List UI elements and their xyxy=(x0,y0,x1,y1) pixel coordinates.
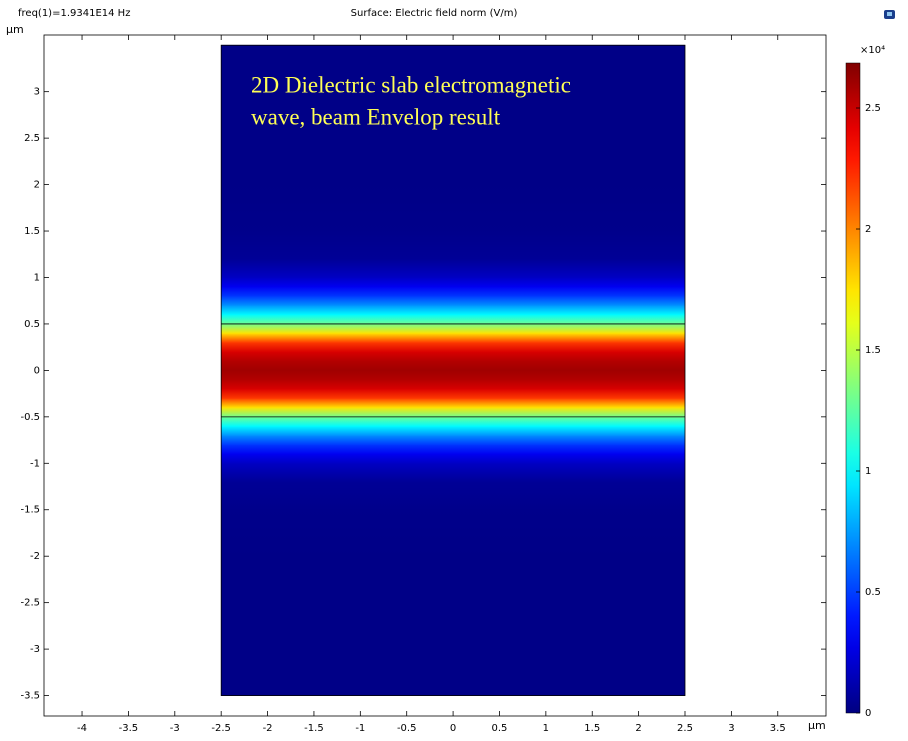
x-tick-label: 1.5 xyxy=(584,723,600,734)
field-strip xyxy=(221,351,685,362)
y-tick-label: -0.5 xyxy=(20,412,40,423)
colorbar-multiplier: ×10⁴ xyxy=(860,45,885,56)
x-tick-label: -3 xyxy=(170,723,180,734)
field-strip xyxy=(221,453,685,464)
toolbar-icon[interactable] xyxy=(884,10,895,19)
x-tick-label: 2.5 xyxy=(677,723,693,734)
chart-title: Surface: Electric field norm (V/m) xyxy=(351,8,518,19)
subtitle: freq(1)=1.9341E14 Hz xyxy=(18,8,130,19)
colorbar-tick-label: 2 xyxy=(865,224,871,235)
x-tick-label: -1.5 xyxy=(304,723,324,734)
y-tick-label: 2 xyxy=(34,180,40,191)
x-tick-label: -2.5 xyxy=(211,723,231,734)
field-strip xyxy=(221,332,685,343)
x-tick-label: 1 xyxy=(543,723,549,734)
colorbar-tick-label: 0 xyxy=(865,708,871,719)
field-strip xyxy=(221,305,685,315)
y-tick-label: -1 xyxy=(30,458,40,469)
field-strip xyxy=(221,342,685,353)
colorbar xyxy=(845,62,861,714)
y-tick-label: 0 xyxy=(34,365,40,376)
x-tick-label: 0 xyxy=(450,723,456,734)
field-strip xyxy=(221,435,685,446)
field-strip xyxy=(221,44,685,139)
y-tick-label: -2 xyxy=(30,551,40,562)
domain-boundary xyxy=(220,44,686,696)
y-tick-label: -3 xyxy=(30,644,40,655)
y-tick-label: 2.5 xyxy=(24,133,40,144)
field-strip xyxy=(221,277,685,288)
x-tick-label: -4 xyxy=(77,723,87,734)
field-strip xyxy=(221,388,685,399)
x-tick-label: 3 xyxy=(728,723,734,734)
x-axis-label: µm xyxy=(808,719,826,732)
field-strip xyxy=(221,286,685,297)
annotation: wave, beam Envelop result xyxy=(251,104,501,129)
colorbar-tick-label: 0.5 xyxy=(865,587,881,598)
colorbar-tick-label: 1 xyxy=(865,466,871,477)
field-strip xyxy=(221,462,685,483)
annotation: 2D Dielectric slab electromagnetic xyxy=(251,72,571,97)
field-strip xyxy=(221,509,685,557)
field-strip xyxy=(221,370,685,380)
field-strip xyxy=(221,481,685,511)
field-strip xyxy=(221,444,685,455)
field-strip xyxy=(221,230,685,260)
x-tick-label: 3.5 xyxy=(770,723,786,734)
field-strip xyxy=(221,397,685,408)
plot-frame xyxy=(43,34,827,717)
field-strip xyxy=(221,258,685,278)
field-strip xyxy=(221,602,685,696)
field-strip xyxy=(221,360,685,371)
y-tick-label: -2.5 xyxy=(20,598,40,609)
y-tick-label: 0.5 xyxy=(24,319,40,330)
field-strip xyxy=(221,425,685,436)
y-tick-label: 1 xyxy=(34,272,40,283)
field-strip xyxy=(221,555,685,603)
y-tick-label: 1.5 xyxy=(24,226,40,237)
x-tick-label: -1 xyxy=(355,723,365,734)
colorbar-tick-label: 1.5 xyxy=(865,345,881,356)
field-strip xyxy=(221,137,685,185)
field-strip xyxy=(221,184,685,232)
field-strip xyxy=(221,379,685,390)
field-strip xyxy=(221,314,685,325)
x-tick-label: 2 xyxy=(635,723,641,734)
y-tick-label: -3.5 xyxy=(20,691,40,702)
x-tick-label: -3.5 xyxy=(119,723,139,734)
y-tick-label: 3 xyxy=(34,87,40,98)
field-strip xyxy=(221,295,685,306)
colorbar-tick-label: 2.5 xyxy=(865,103,881,114)
field-strip xyxy=(221,407,685,418)
field-strip xyxy=(221,416,685,427)
x-tick-label: 0.5 xyxy=(492,723,508,734)
y-tick-label: -1.5 xyxy=(20,505,40,516)
x-tick-label: -2 xyxy=(263,723,273,734)
y-axis-label: µm xyxy=(6,23,24,36)
field-strip xyxy=(221,323,685,334)
x-tick-label: -0.5 xyxy=(397,723,417,734)
